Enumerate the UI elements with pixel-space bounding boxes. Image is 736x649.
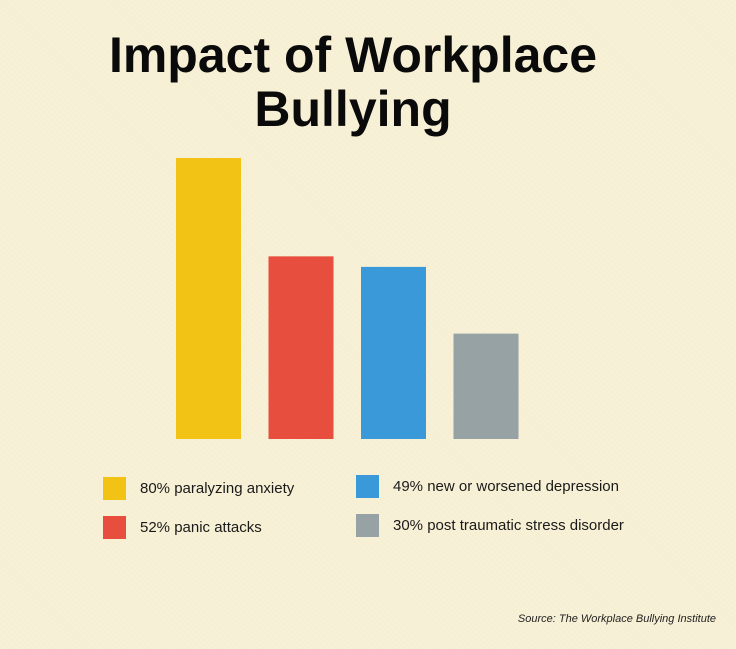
legend-item-paralyzing-anxiety: 80% paralyzing anxiety [103,477,294,500]
chart-title-line-1: Impact of Workplace [108,27,598,83]
legend-swatch-depression [356,475,379,498]
legend-item-depression: 49% new or worsened depression [356,475,619,498]
chart-title: Impact of Workplace Bullying [0,28,706,136]
bar-ptsd [453,333,519,439]
source-credit: Source: The Workplace Bullying Institute [517,613,716,625]
chart-title-line-2: Bullying [254,81,452,137]
legend-label-panic-attacks: 52% panic attacks [140,519,262,536]
legend-label-depression: 49% new or worsened depression [393,478,619,495]
bar-depression [361,266,426,439]
legend-swatch-panic-attacks [103,516,126,539]
legend-label-ptsd: 30% post traumatic stress disorder [393,517,624,534]
bar-paralyzing-anxiety [176,158,241,439]
legend-label-paralyzing-anxiety: 80% paralyzing anxiety [140,480,295,497]
legend-item-ptsd: 30% post traumatic stress disorder [356,514,624,537]
bar-panic-attacks [268,256,334,439]
legend-item-panic-attacks: 52% panic attacks [103,516,262,539]
legend-swatch-paralyzing-anxiety [103,477,126,500]
legend-swatch-ptsd [356,514,379,537]
